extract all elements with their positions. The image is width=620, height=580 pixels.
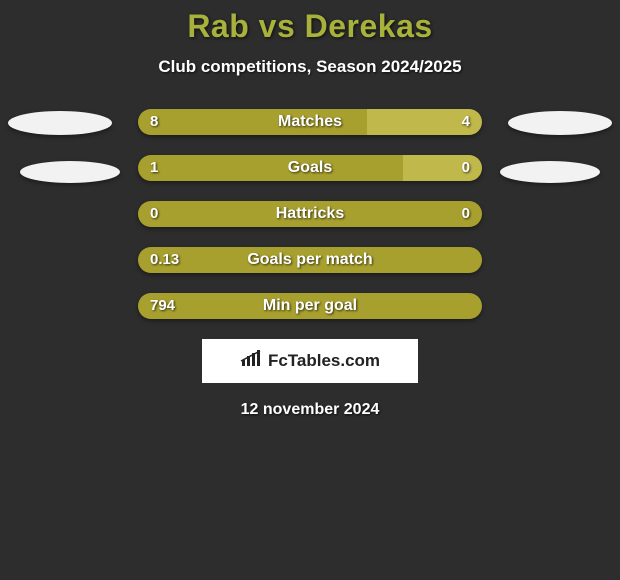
brand-badge: FcTables.com: [202, 339, 418, 383]
stat-bar-track: [138, 155, 482, 181]
stat-row: Goals10: [0, 155, 620, 181]
stat-row: Min per goal794: [0, 293, 620, 319]
page-subtitle: Club competitions, Season 2024/2025: [0, 57, 620, 77]
stat-bar-track: [138, 201, 482, 227]
stat-row: Hattricks00: [0, 201, 620, 227]
infographic-container: Rab vs Derekas Club competitions, Season…: [0, 0, 620, 419]
stat-bar-left: [138, 155, 403, 181]
stat-bar-track: [138, 109, 482, 135]
bars-icon: [240, 350, 262, 373]
stat-bar-left: [138, 247, 482, 273]
stat-bar-track: [138, 293, 482, 319]
stat-row: Goals per match0.13: [0, 247, 620, 273]
stat-bar-left: [138, 201, 482, 227]
stat-bar-right: [367, 109, 482, 135]
stat-bar-right: [403, 155, 482, 181]
stats-area: Matches84 Goals10 Hattricks00 Goals per mat…: [0, 109, 620, 319]
stat-row: Matches84: [0, 109, 620, 135]
stat-bar-left: [138, 293, 482, 319]
stat-bar-track: [138, 247, 482, 273]
stat-bar-left: [138, 109, 367, 135]
brand-text: FcTables.com: [268, 351, 380, 371]
page-title: Rab vs Derekas: [0, 8, 620, 45]
date-line: 12 november 2024: [0, 401, 620, 419]
